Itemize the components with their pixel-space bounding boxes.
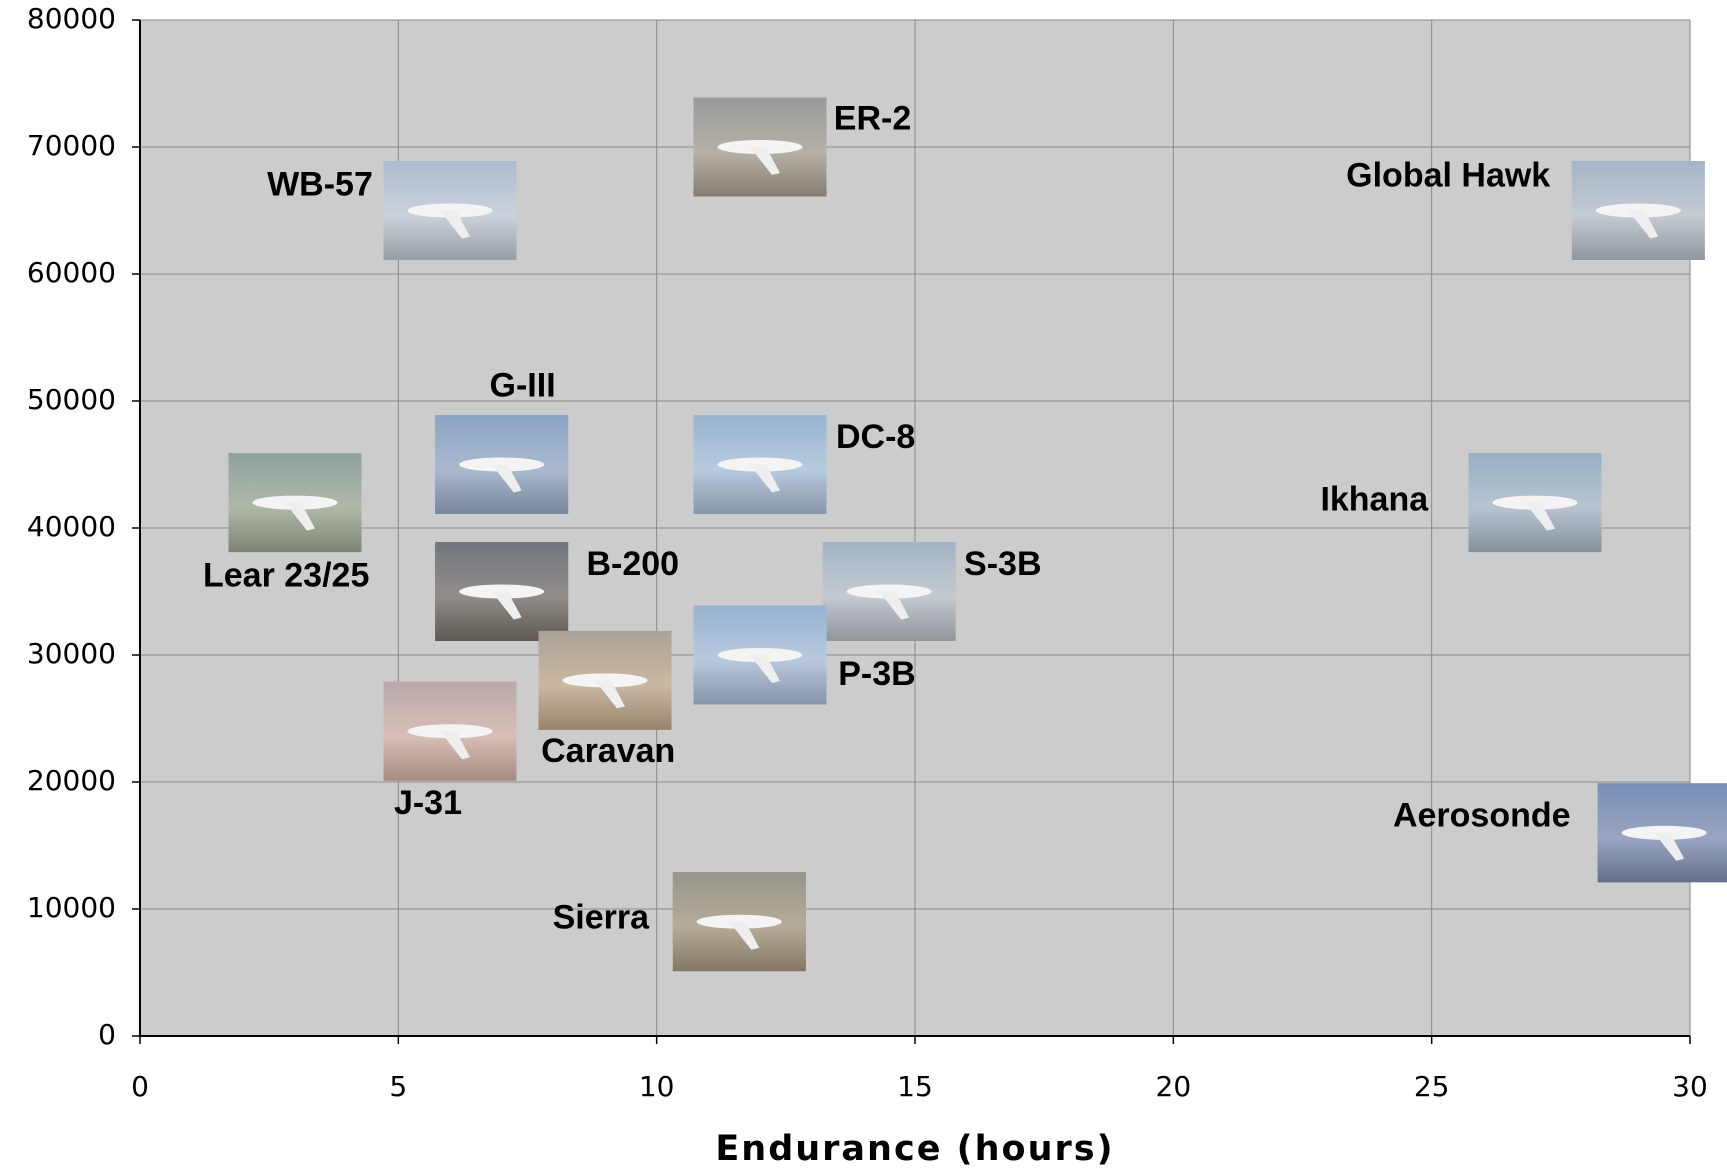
point-label: Global Hawk — [1346, 156, 1550, 194]
point-label: P-3B — [838, 655, 915, 693]
x-axis-title: Endurance (hours) — [715, 1129, 1114, 1169]
aircraft-marker — [672, 872, 806, 972]
y-tick-label: 30000 — [27, 637, 116, 670]
x-tick-label: 0 — [131, 1070, 149, 1103]
aircraft-wing — [440, 210, 470, 239]
aircraft-marker — [1597, 783, 1727, 883]
point-label: WB-57 — [267, 165, 373, 203]
x-tick-label: 10 — [639, 1070, 675, 1103]
point-label: Aerosonde — [1393, 796, 1571, 834]
aircraft-wing — [491, 591, 522, 620]
aircraft-marker — [383, 161, 517, 260]
y-tick-label: 60000 — [27, 256, 116, 289]
point-label: Ikhana — [1320, 480, 1429, 518]
y-tick-label: 50000 — [27, 383, 116, 416]
aircraft-marker — [383, 681, 517, 781]
y-tick-label: 80000 — [27, 2, 116, 35]
aircraft-wing — [879, 591, 910, 620]
aircraft-marker — [435, 542, 569, 641]
y-tick-label: 20000 — [27, 764, 116, 797]
aircraft-wing — [750, 464, 780, 493]
point-label: S-3B — [964, 545, 1041, 583]
aircraft-marker — [693, 605, 827, 705]
y-tick-label: 70000 — [27, 129, 116, 162]
aircraft-wing — [595, 680, 625, 709]
aircraft-wing — [1654, 832, 1685, 861]
y-tick-label: 40000 — [27, 510, 116, 543]
aircraft-marker — [435, 415, 569, 514]
aircraft-wing — [491, 464, 522, 493]
aircraft-wing — [750, 655, 780, 683]
point-label: Lear 23/25 — [203, 556, 369, 594]
aircraft-wing — [285, 502, 315, 531]
point-label: Sierra — [553, 898, 650, 936]
aircraft-marker — [1468, 453, 1602, 553]
aircraft-marker — [822, 542, 956, 641]
x-tick-label: 25 — [1414, 1070, 1450, 1103]
x-tick-label: 30 — [1672, 1070, 1708, 1103]
x-tick-label: 20 — [1156, 1070, 1192, 1103]
point-label: J-31 — [394, 784, 462, 822]
point-label: Caravan — [541, 732, 675, 770]
x-tick-label: 5 — [389, 1070, 407, 1103]
aircraft-marker — [538, 630, 672, 730]
point-label: ER-2 — [834, 100, 911, 138]
aircraft-wing — [440, 731, 470, 760]
aircraft-marker — [228, 453, 362, 553]
aircraft-wing — [1525, 502, 1555, 531]
x-tick-label: 15 — [897, 1070, 933, 1103]
y-tick-label: 0 — [98, 1018, 116, 1051]
aircraft-wing — [750, 147, 780, 175]
y-tick-label: 10000 — [27, 891, 116, 924]
aircraft-wing — [729, 921, 760, 950]
aircraft-marker — [693, 415, 827, 514]
point-label: B-200 — [586, 545, 679, 583]
aircraft-wing — [1628, 210, 1659, 239]
aircraft-marker — [693, 97, 827, 197]
aircraft-marker — [1571, 161, 1705, 260]
point-label: DC-8 — [836, 418, 915, 456]
point-label: G-III — [490, 366, 556, 404]
